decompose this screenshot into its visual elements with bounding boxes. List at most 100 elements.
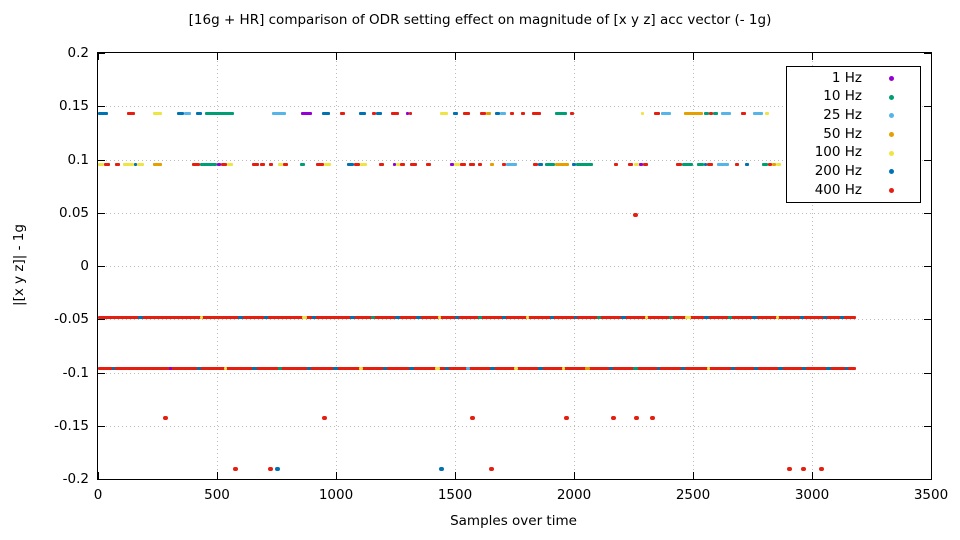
data-segment: [324, 163, 332, 167]
y-tick-mark: [98, 372, 105, 374]
data-segment: [333, 366, 338, 370]
legend-entry: 10 Hz: [787, 88, 920, 107]
y-tick-mark: [924, 106, 931, 108]
x-tick-mark: [812, 472, 813, 479]
data-segment: [306, 366, 311, 370]
data-segment: [609, 366, 613, 370]
data-segment: [844, 366, 849, 370]
data-segment: [802, 366, 806, 370]
data-segment: [776, 163, 782, 167]
data-segment: [152, 112, 163, 116]
data-point: [632, 212, 638, 217]
x-tick-mark: [693, 53, 694, 60]
data-point: [819, 467, 825, 472]
data-segment: [376, 112, 383, 116]
y-tick-label: 0.1: [67, 151, 89, 168]
data-segment: [383, 366, 387, 370]
legend-marker: [888, 132, 894, 138]
y-tick-label: 0.05: [58, 204, 89, 221]
data-segment: [643, 163, 649, 167]
legend-label: 200 Hz: [814, 163, 862, 180]
data-segment: [697, 163, 704, 167]
data-segment: [468, 163, 475, 167]
data-segment: [537, 366, 543, 370]
y-tick-mark: [924, 159, 931, 161]
legend-marker: [888, 169, 894, 175]
data-segment: [449, 163, 454, 167]
data-segment: [199, 315, 204, 319]
data-segment: [825, 366, 831, 370]
data-segment: [176, 112, 184, 116]
legend-label: 100 Hz: [814, 144, 862, 161]
data-point: [564, 416, 570, 421]
data-segment: [126, 112, 135, 116]
data-segment: [775, 315, 780, 319]
data-segment: [452, 112, 459, 116]
data-segment: [682, 163, 693, 167]
legend-label: 400 Hz: [814, 181, 862, 198]
data-segment: [639, 163, 643, 167]
data-segment: [440, 112, 448, 116]
data-segment: [183, 112, 191, 116]
y-gridline: [98, 372, 931, 374]
data-segment: [340, 112, 345, 116]
data-segment: [237, 315, 243, 319]
data-segment: [466, 366, 470, 370]
data-segment: [840, 315, 844, 319]
legend-entry: 25 Hz: [787, 106, 920, 125]
data-point: [268, 467, 274, 472]
legend-label: 10 Hz: [823, 88, 862, 105]
data-segment: [532, 112, 542, 116]
data-segment: [754, 366, 758, 370]
plot-area: 1 Hz 10 Hz 25 Hz 50 Hz 100 Hz 200 Hz 400 Hz 0 5…: [54, 45, 948, 503]
data-segment: [252, 366, 257, 370]
y-tick-label: -0.1: [62, 364, 89, 381]
data-segment: [654, 112, 660, 116]
data-segment: [735, 163, 740, 167]
data-point: [786, 467, 792, 472]
data-segment: [114, 163, 120, 167]
data-point: [800, 467, 806, 472]
data-segment: [260, 163, 266, 167]
data-segment: [409, 163, 417, 167]
data-segment: [445, 366, 449, 370]
x-tick-mark: [98, 53, 99, 60]
data-segment: [347, 163, 354, 167]
legend-marker: [888, 75, 894, 81]
data-segment: [111, 366, 116, 370]
legend-entry: 200 Hz: [787, 163, 920, 182]
data-segment: [554, 163, 570, 167]
legend-marker-area: [862, 132, 920, 138]
data-segment: [641, 112, 645, 116]
data-segment: [349, 315, 355, 319]
legend-marker-area: [862, 94, 920, 100]
data-segment: [633, 163, 640, 167]
data-point: [634, 416, 640, 421]
y-tick-mark: [98, 479, 105, 480]
data-segment: [656, 366, 661, 370]
data-point: [321, 416, 327, 421]
data-segment: [205, 112, 234, 116]
y-tick-mark: [924, 212, 931, 214]
x-tick-mark: [217, 53, 218, 60]
data-segment: [752, 315, 757, 319]
data-segment: [395, 315, 400, 319]
data-segment: [514, 366, 518, 370]
y-tick-label: 0: [80, 258, 89, 274]
x-tick-mark: [574, 53, 575, 60]
data-segment: [744, 163, 749, 167]
y-tick-label: -0.15: [54, 417, 89, 434]
x-tick-mark: [931, 472, 932, 479]
data-segment: [703, 112, 709, 116]
data-segment: [573, 315, 578, 319]
data-segment: [278, 366, 282, 370]
data-segment: [435, 366, 441, 370]
data-segment: [217, 163, 221, 167]
x-tick-mark: [455, 472, 456, 479]
data-segment: [462, 112, 470, 116]
x-tick-label: 0: [93, 487, 103, 503]
y-tick-mark: [98, 425, 105, 427]
data-segment: [196, 112, 203, 116]
data-segment: [683, 112, 703, 116]
legend-marker: [888, 188, 894, 194]
